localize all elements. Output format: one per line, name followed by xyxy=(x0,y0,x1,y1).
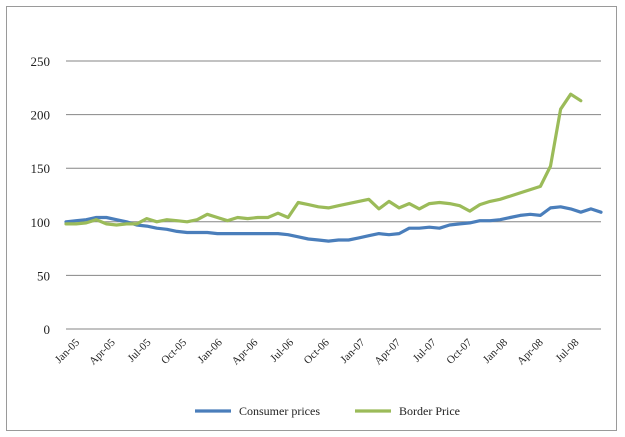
x-tick-label: Jul-07 xyxy=(411,336,439,364)
y-axis-tick-labels: 0 50 100 150 200 250 xyxy=(31,54,51,337)
legend: Consumer prices Border Price xyxy=(195,404,460,418)
x-tick-label: Apr-07 xyxy=(372,336,403,367)
x-tick-label: Jan-07 xyxy=(338,336,368,366)
x-tick-label: Apr-05 xyxy=(87,336,118,367)
y-tick-label: 50 xyxy=(37,268,50,283)
x-tick-label: Jul-08 xyxy=(554,336,582,364)
y-tick-label: 250 xyxy=(31,54,51,69)
series-lines xyxy=(64,92,603,243)
x-tick-label: Oct-05 xyxy=(159,336,189,366)
x-tick-label: Jan-06 xyxy=(196,336,226,366)
x-tick-label: Jul-06 xyxy=(268,336,296,364)
series-line-0 xyxy=(64,205,603,243)
x-tick-label: Jan-05 xyxy=(53,336,83,366)
x-axis-tick-labels: Jan-05 Apr-05 Jul-05 Oct-05 Jan-06 Apr-06 Jul-… xyxy=(53,336,582,367)
x-tick-label: Apr-06 xyxy=(230,336,261,367)
y-tick-label: 100 xyxy=(31,215,51,230)
line-chart: 0 50 100 150 200 250 Jan-05 Apr-05 Jul-05 Oct-05… xyxy=(31,54,603,418)
x-tick-label: Apr-08 xyxy=(515,336,546,367)
y-tick-label: 0 xyxy=(44,322,51,337)
series-line-1 xyxy=(64,92,583,227)
x-tick-label: Jul-05 xyxy=(126,336,154,364)
x-tick-label: Oct-06 xyxy=(302,336,332,366)
y-tick-label: 150 xyxy=(31,161,51,176)
x-tick-label: Oct-07 xyxy=(444,336,474,366)
chart-frame: 0 50 100 150 200 250 Jan-05 Apr-05 Jul-05 Oct-05… xyxy=(6,6,617,431)
legend-label: Consumer prices xyxy=(239,404,320,418)
gridlines xyxy=(66,60,601,276)
legend-label: Border Price xyxy=(399,404,460,418)
y-tick-label: 200 xyxy=(31,108,51,123)
x-tick-label: Jan-08 xyxy=(481,336,511,366)
